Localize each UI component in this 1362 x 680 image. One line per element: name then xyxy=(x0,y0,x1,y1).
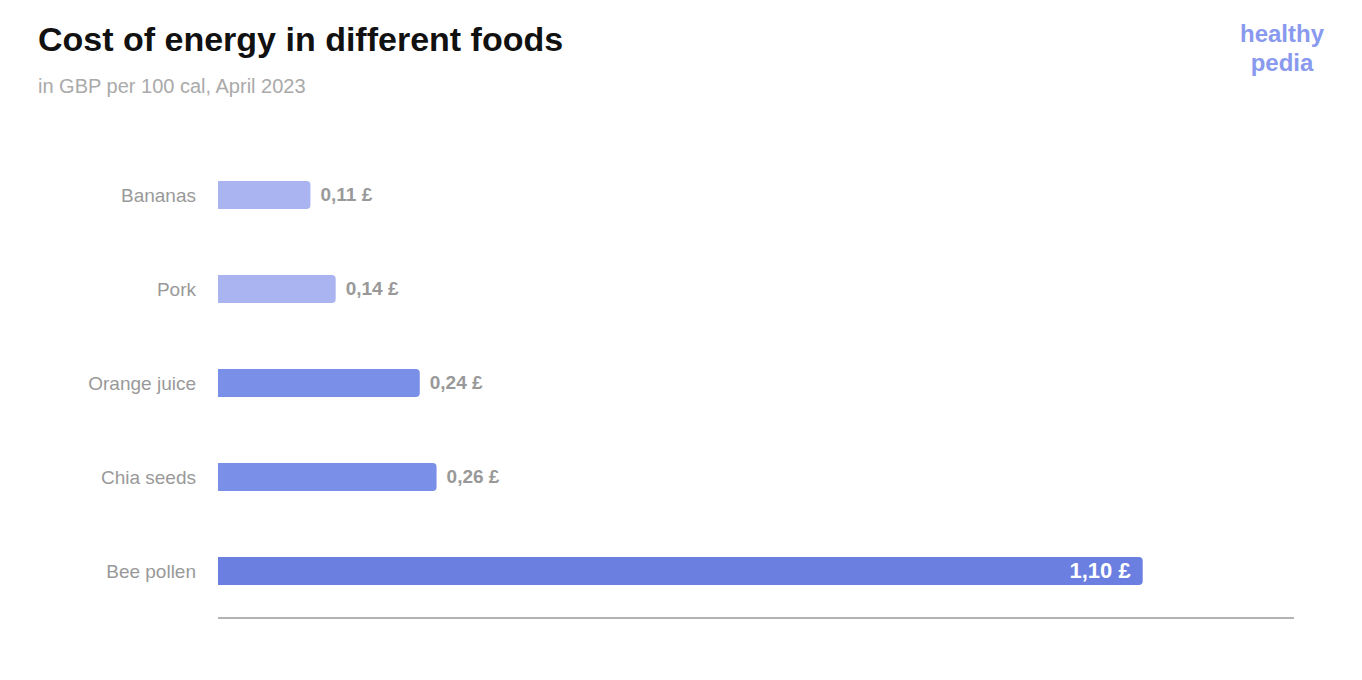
svg-text:0,24 £: 0,24 £ xyxy=(430,372,483,393)
svg-text:1,10 £: 1,10 £ xyxy=(1070,558,1132,583)
svg-text:0,26 £: 0,26 £ xyxy=(447,466,500,487)
html-text:Cost of energy in different fo: Cost of energy in different foods xyxy=(38,20,564,58)
svg-text:Bee pollen: Bee pollen xyxy=(106,561,196,582)
svg-text:Chia seeds: Chia seeds xyxy=(101,467,196,488)
svg-text:Pork: Pork xyxy=(157,279,197,300)
html-text:healthy: healthy xyxy=(1240,20,1324,47)
svg-text:Orange juice: Orange juice xyxy=(88,373,196,394)
html-text:in GBP per 100 cal, April 2023: in GBP per 100 cal, April 2023 xyxy=(38,75,306,97)
html-text:pedia: pedia xyxy=(1250,48,1314,76)
svg-text:Bananas: Bananas xyxy=(121,185,196,206)
svg-text:0,14 £: 0,14 £ xyxy=(346,278,399,299)
svg-text:0,11 £: 0,11 £ xyxy=(320,184,372,205)
